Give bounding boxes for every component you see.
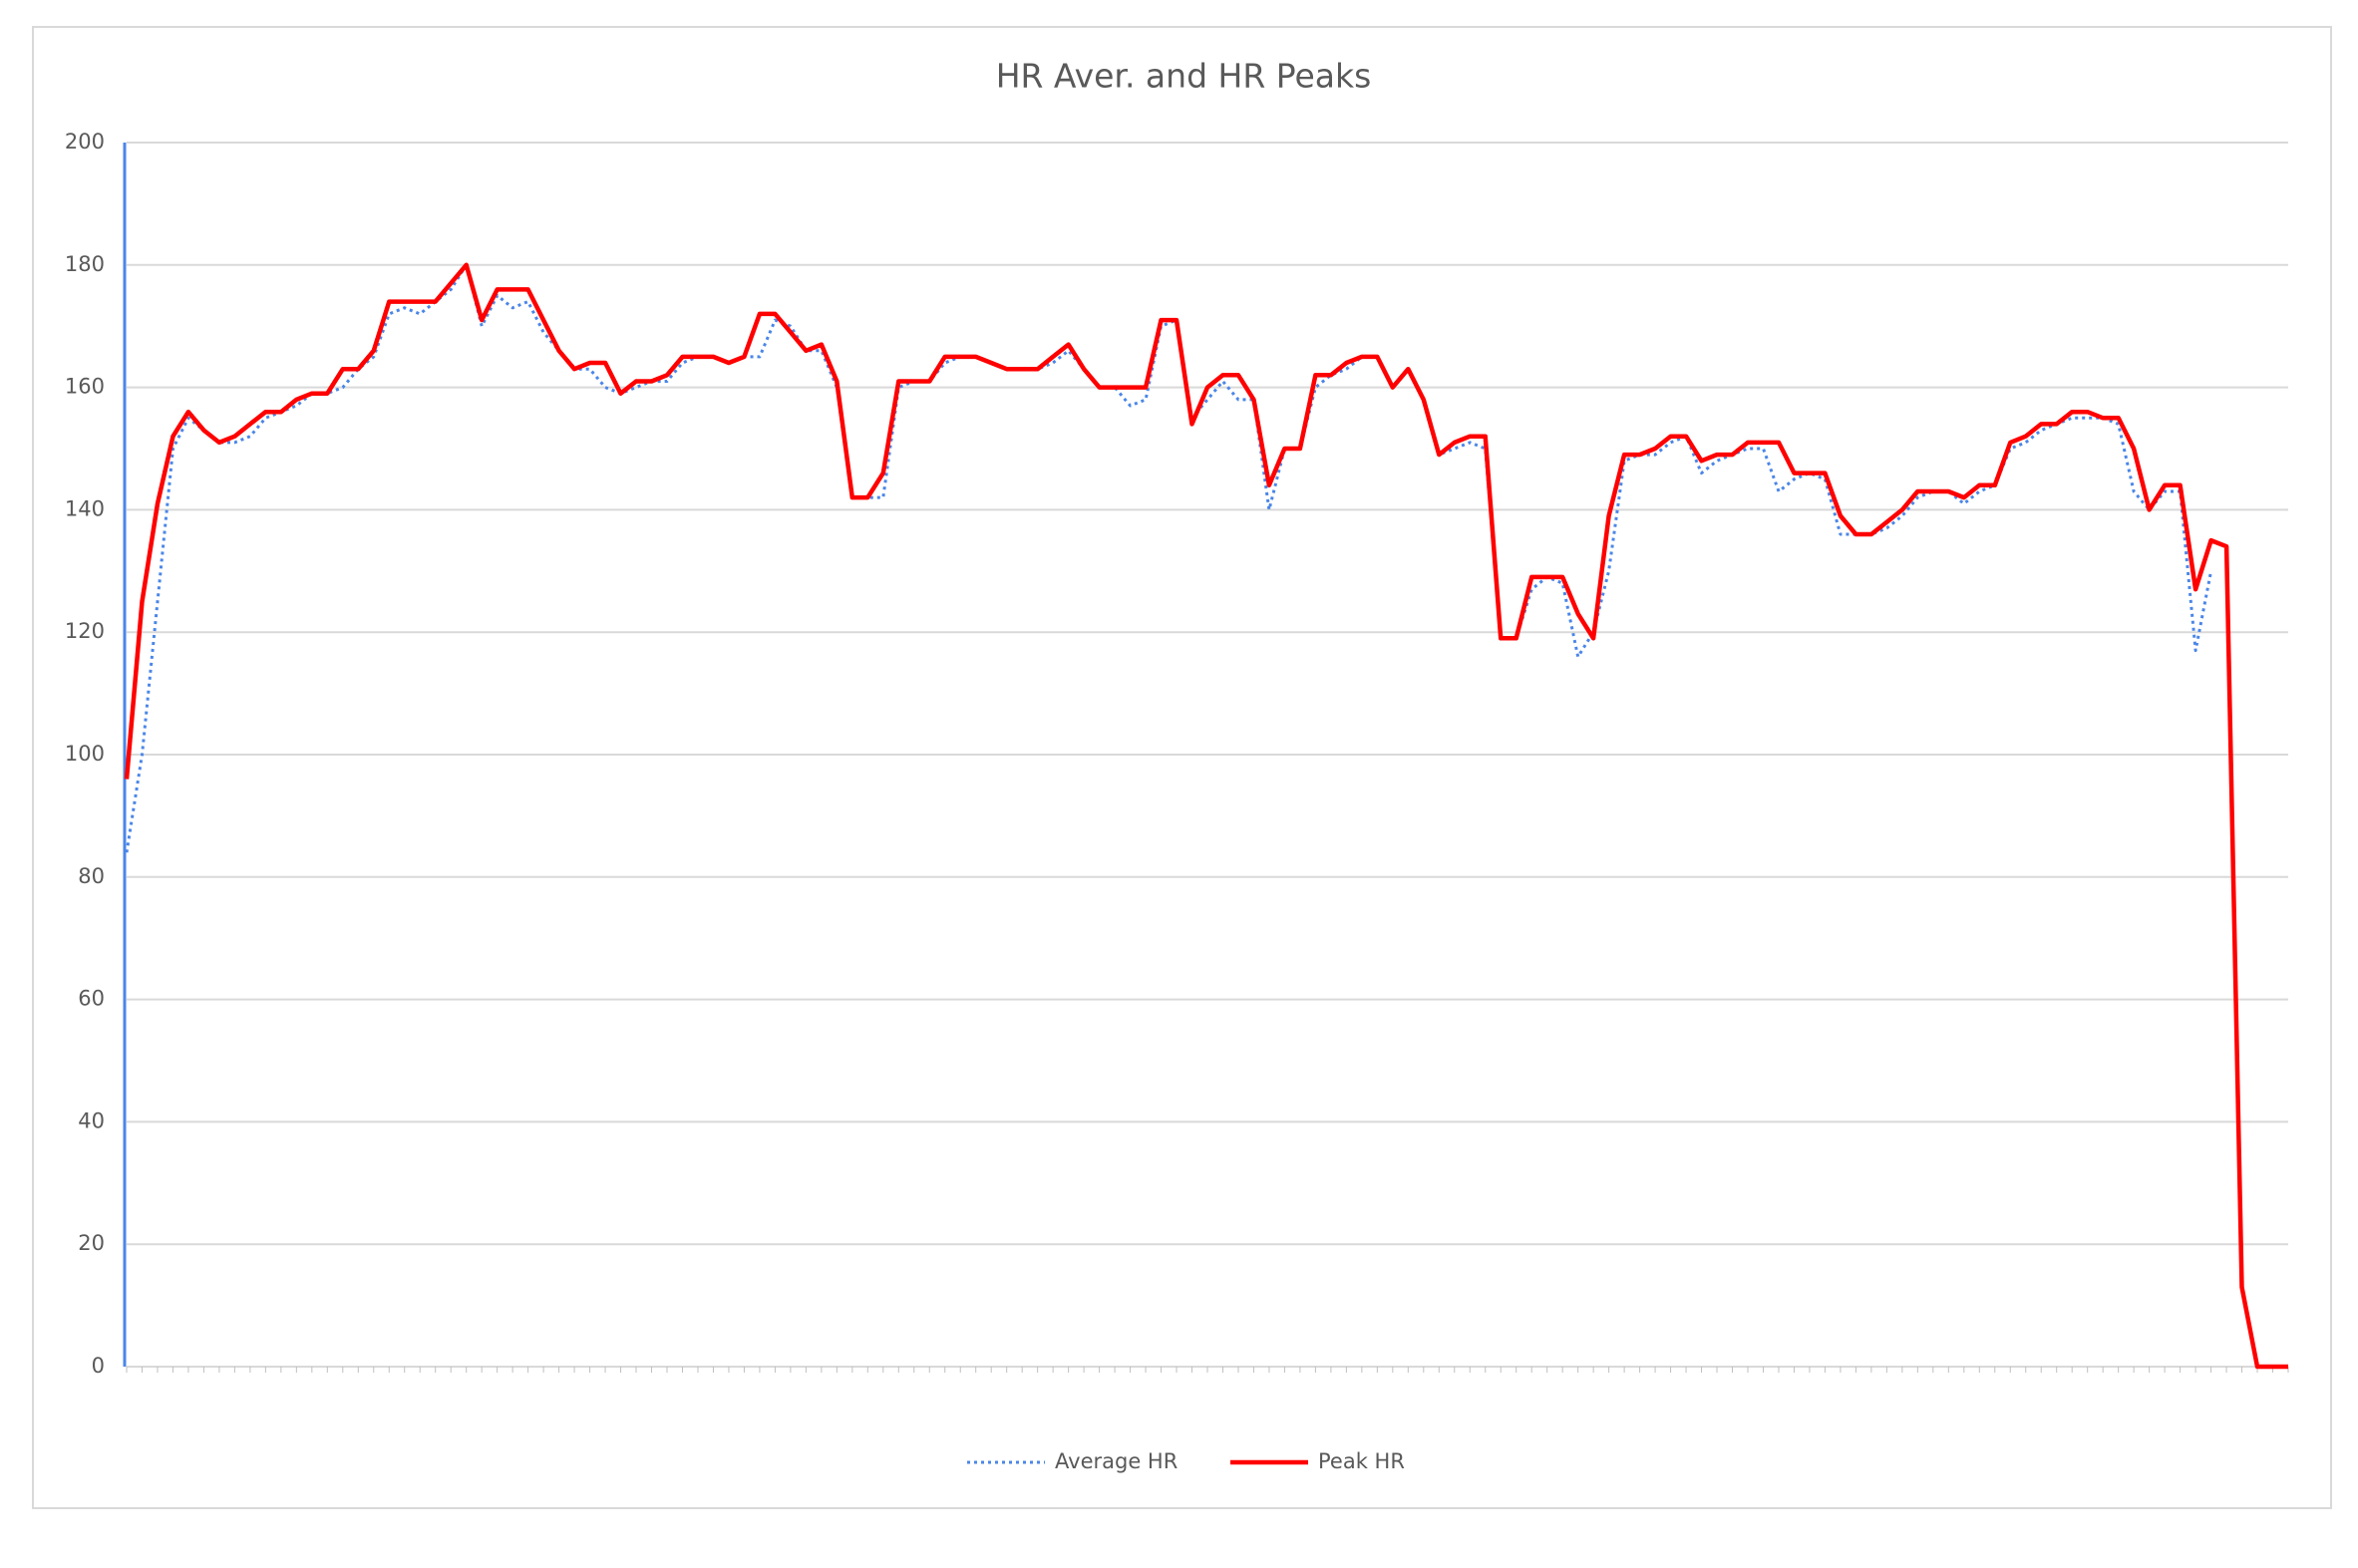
y-tick-label: 40 (78, 1108, 105, 1132)
y-tick-label: 60 (78, 987, 105, 1011)
y-tick-label: 180 (65, 252, 105, 276)
series-line (124, 262, 2288, 1370)
y-tick-label: 120 (65, 619, 105, 643)
y-tick-label: 100 (65, 742, 105, 766)
y-tick-label: 20 (78, 1231, 105, 1255)
y-tick-label: 80 (78, 864, 105, 888)
chart-title: HR Aver. and HR Peaks (996, 57, 1372, 96)
y-tick-label: 0 (92, 1354, 105, 1378)
y-tick-label: 140 (65, 496, 105, 520)
y-tick-label: 200 (65, 130, 105, 154)
chart-frame (32, 26, 2332, 1509)
legend-label: Average HR (1055, 1449, 1178, 1473)
y-tick-label: 160 (65, 375, 105, 399)
legend-label: Peak HR (1318, 1449, 1405, 1473)
